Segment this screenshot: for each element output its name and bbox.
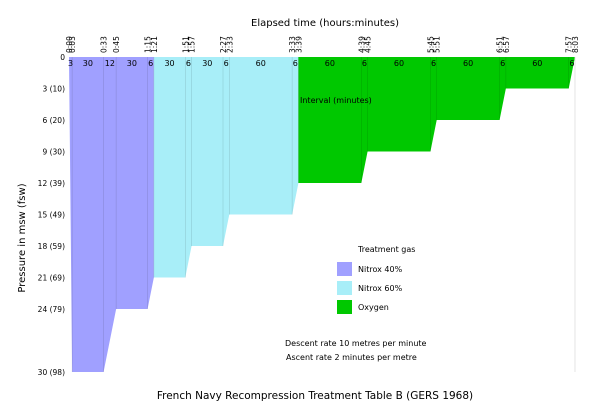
interval-label: 6 bbox=[293, 59, 298, 68]
x-tick-label: 3:39 bbox=[294, 36, 303, 53]
interval-label: 30 bbox=[202, 59, 212, 68]
interval-label: 60 bbox=[532, 59, 542, 68]
area-2 bbox=[153, 57, 299, 278]
interval-label: 60 bbox=[325, 59, 335, 68]
legend-label: Nitrox 60% bbox=[358, 284, 403, 293]
legend-swatch bbox=[337, 300, 352, 314]
legend-label: Oxygen bbox=[358, 303, 389, 312]
interval-label: 60 bbox=[394, 59, 404, 68]
interval-label: 60 bbox=[463, 59, 473, 68]
x-tick-label: 5:51 bbox=[433, 36, 442, 53]
interval-label: 6 bbox=[500, 59, 505, 68]
descent-rate-note: Descent rate 10 metres per minute bbox=[285, 339, 427, 348]
legend-swatch bbox=[337, 281, 352, 295]
interval-label: 30 bbox=[127, 59, 137, 68]
y-tick-label: 0 bbox=[60, 53, 65, 62]
x-tick-label: 7:57 bbox=[565, 36, 574, 53]
y-tick-label: 24 (79) bbox=[38, 305, 65, 314]
y-axis-title: Pressure in msw (fsw) bbox=[17, 183, 28, 292]
x-tick-label: 0:45 bbox=[112, 36, 121, 53]
x-tick-label: 2:33 bbox=[225, 36, 234, 53]
interval-labels: 3 30 12 30 6 30 6 30 6 60 6 60 6 60 6 60 6 60 6 bbox=[68, 59, 574, 68]
x-tick-label: 4:45 bbox=[364, 36, 373, 53]
ascent-rate-note: Ascent rate 2 minutes per metre bbox=[286, 353, 417, 362]
interval-label: 6 bbox=[148, 59, 153, 68]
notes: Descent rate 10 metres per minute Ascent… bbox=[285, 339, 427, 362]
y-tick-label: 6 (20) bbox=[42, 116, 65, 125]
x-tick-labels: 0:000:03 0:33 0:45 1:151:21 1:511:57 2:272:33… bbox=[65, 36, 580, 53]
interval-label: 12 bbox=[105, 59, 115, 68]
x-axis-title: Elapsed time (hours:minutes) bbox=[251, 18, 399, 29]
x-tick-label: 2:27 bbox=[219, 36, 228, 53]
x-tick-label: 3:33 bbox=[288, 36, 297, 53]
interval-label: 60 bbox=[256, 59, 266, 68]
x-tick-label: 1:15 bbox=[144, 36, 153, 53]
y-tick-label: 3 (10) bbox=[42, 85, 65, 94]
legend-title: Treatment gas bbox=[357, 245, 415, 254]
legend-label: Nitrox 40% bbox=[358, 265, 403, 274]
x-tick-label: 6:51 bbox=[496, 36, 505, 53]
y-tick-labels: 0 3 (10) 6 (20) 9 (30) 12 (39) 15 (49) 18 (59)… bbox=[38, 53, 66, 377]
y-tick-label: 30 (98) bbox=[38, 368, 65, 377]
x-tick-label: 6:57 bbox=[502, 36, 511, 53]
x-tick-label: 8:03 bbox=[571, 36, 580, 53]
interval-axis-label: Interval (minutes) bbox=[300, 96, 372, 105]
x-tick-label: 0:33 bbox=[100, 36, 109, 53]
interval-label: 6 bbox=[224, 59, 229, 68]
interval-label: 30 bbox=[83, 59, 93, 68]
chart-title: French Navy Recompression Treatment Tabl… bbox=[157, 390, 473, 402]
legend-swatch bbox=[337, 262, 352, 276]
x-tick-label: 0:00 bbox=[65, 36, 74, 53]
interval-label: 3 bbox=[68, 59, 73, 68]
area-3 bbox=[298, 57, 575, 183]
area-1 bbox=[69, 57, 154, 372]
x-tick-label: 4:39 bbox=[357, 36, 366, 53]
x-tick-label: 1:51 bbox=[181, 36, 190, 53]
interval-label: 6 bbox=[362, 59, 367, 68]
x-tick-label: 5:45 bbox=[426, 36, 435, 53]
interval-label: 6 bbox=[186, 59, 191, 68]
gas-areas bbox=[69, 57, 575, 372]
y-tick-label: 21 (69) bbox=[38, 274, 65, 283]
y-tick-label: 18 (59) bbox=[38, 242, 65, 251]
legend: Treatment gas Nitrox 40% Nitrox 60% Oxygen bbox=[337, 245, 415, 314]
x-tick-label: 1:21 bbox=[150, 36, 159, 53]
y-tick-label: 12 (39) bbox=[38, 179, 65, 188]
y-tick-label: 9 (30) bbox=[42, 148, 65, 157]
y-tick-label: 15 (49) bbox=[38, 211, 65, 220]
x-tick-label: 0:03 bbox=[68, 36, 77, 53]
interval-label: 30 bbox=[164, 59, 174, 68]
segment-boundaries bbox=[71, 57, 576, 372]
interval-label: 6 bbox=[431, 59, 436, 68]
x-tick-label: 1:57 bbox=[188, 36, 197, 53]
interval-label: 6 bbox=[569, 59, 574, 68]
